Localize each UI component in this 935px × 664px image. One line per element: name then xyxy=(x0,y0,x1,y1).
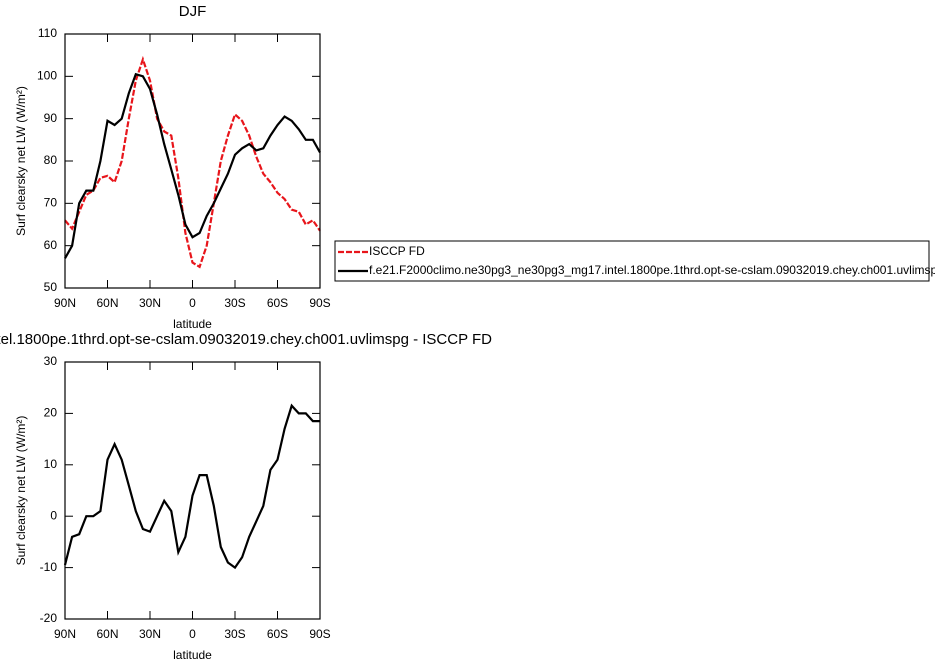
legend-label: ISCCP FD xyxy=(369,244,425,258)
y-tick-label: 100 xyxy=(37,69,57,83)
plot-frame xyxy=(64,33,321,289)
series-line xyxy=(63,403,320,570)
x-axis-label: latitude xyxy=(173,317,212,331)
x-tick-label: 90S xyxy=(309,296,330,310)
x-tick-label: 60N xyxy=(96,627,118,641)
y-tick-label: 60 xyxy=(44,238,58,252)
x-tick-label: 30S xyxy=(224,296,245,310)
x-tick-label: 0 xyxy=(189,627,196,641)
series-line xyxy=(64,72,321,259)
x-axis-label: latitude xyxy=(173,648,212,662)
y-tick-label: 10 xyxy=(44,457,58,471)
y-tick-label: 30 xyxy=(44,354,58,368)
y-tick-label: 80 xyxy=(44,153,58,167)
y-tick-label: 20 xyxy=(44,406,58,420)
series-line xyxy=(64,55,321,269)
x-tick-label: 60N xyxy=(96,296,118,310)
legend-label: f.e21.F2000climo.ne30pg3_ne30pg3_mg17.in… xyxy=(369,263,935,277)
y-tick-label: -10 xyxy=(40,560,58,574)
y-tick-label: 70 xyxy=(44,196,58,210)
x-tick-label: 60S xyxy=(267,296,288,310)
x-tick-label: 60S xyxy=(267,627,288,641)
x-tick-label: 30S xyxy=(224,627,245,641)
y-axis-label: Surf clearsky net LW (W/m²) xyxy=(14,86,28,236)
x-tick-label: 0 xyxy=(189,296,196,310)
y-tick-label: 110 xyxy=(38,26,57,40)
x-tick-label: 90N xyxy=(54,296,76,310)
chart-title: 30pg3_mg17.intel.1800pe.1thrd.opt-se-csl… xyxy=(0,331,492,348)
x-tick-label: 30N xyxy=(139,627,161,641)
x-tick-label: 90S xyxy=(309,627,330,641)
chart-title: DJF xyxy=(179,3,207,20)
x-tick-label: 90N xyxy=(54,627,76,641)
plot-frame xyxy=(64,361,321,620)
y-tick-label: -20 xyxy=(40,611,58,625)
y-tick-label: 0 xyxy=(50,508,57,522)
y-tick-label: 90 xyxy=(44,111,58,125)
x-tick-label: 30N xyxy=(139,296,161,310)
legend-box xyxy=(334,240,930,282)
y-axis-label: Surf clearsky net LW (W/m²) xyxy=(14,416,28,566)
y-tick-label: 50 xyxy=(44,280,58,294)
